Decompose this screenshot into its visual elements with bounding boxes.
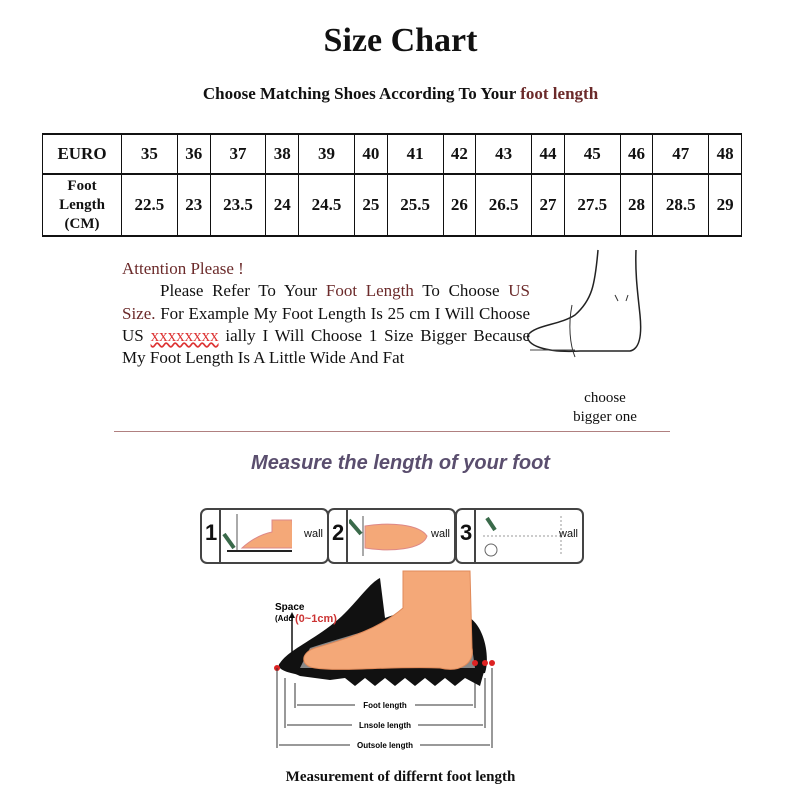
euro-size-cell: 44 (531, 134, 565, 175)
step-3: 3 wall (455, 508, 584, 564)
cm-length-cell: 26 (442, 174, 477, 236)
svg-text:(Add: (Add (275, 614, 293, 623)
cm-length-cell: 24.5 (298, 174, 355, 236)
title: Size Chart (323, 22, 478, 59)
euro-header: EURO (42, 134, 122, 175)
cm-length-cell: 23 (176, 174, 211, 236)
svg-text:Lnsole length: Lnsole length (359, 721, 411, 730)
cm-length-cell: 27.5 (563, 174, 621, 236)
subtitle-highlight: foot length (520, 84, 599, 103)
euro-size-cell: 39 (298, 134, 355, 175)
svg-text:(0~1cm): (0~1cm) (295, 613, 337, 625)
svg-text:Foot length: Foot length (363, 701, 407, 710)
divider (114, 431, 670, 432)
euro-size-cell: 45 (563, 134, 621, 175)
euro-size-cell: 41 (386, 134, 444, 175)
cm-length-cell: 27 (531, 174, 565, 236)
euro-size-cell: 40 (353, 134, 388, 175)
euro-size-cell: 35 (121, 134, 178, 175)
cm-length-cell: 29 (708, 174, 742, 236)
euro-size-cell: 47 (652, 134, 710, 175)
euro-size-cell: 36 (176, 134, 211, 175)
cm-length-cell: 23.5 (209, 174, 267, 236)
cm-length-cell: 22.5 (121, 174, 178, 236)
foot-length-header: Foot Length (CM) (42, 174, 122, 236)
measure-heading: Measure the length of your foot (251, 452, 550, 474)
size-table: EURO 35 36 37 38 39 40 41 42 43 44 45 46 47 48 Foot Len… (42, 133, 742, 237)
euro-size-cell: 37 (209, 134, 267, 175)
shoe-foot-diagram: Space (Add (0~1cm) Foot length Lnsole le… (274, 570, 495, 750)
attention-heading: Attention Please ! (122, 259, 244, 278)
euro-size-cell: 46 (619, 134, 654, 175)
cm-length-cell: 25.5 (386, 174, 444, 236)
svg-text:Space: Space (275, 602, 305, 613)
cm-length-cell: 28.5 (652, 174, 710, 236)
euro-size-cell: 38 (265, 134, 300, 175)
cm-length-cell: 26.5 (475, 174, 533, 236)
foot-sketch-icon (527, 249, 642, 358)
step-2: 2 wall (327, 508, 456, 564)
euro-size-cell: 43 (475, 134, 533, 175)
choose-bigger-note: choose bigger one (573, 390, 637, 425)
svg-text:Outsole length: Outsole length (357, 741, 413, 750)
cm-length-cell: 28 (619, 174, 654, 236)
caption: Measurement of differnt foot length (285, 769, 516, 785)
euro-size-cell: 42 (442, 134, 477, 175)
euro-size-cell: 48 (708, 134, 742, 175)
attention-note: Attention Please ! Please Refer To Your … (122, 259, 531, 368)
euro-row: EURO 35 36 37 38 39 40 41 42 43 44 45 46 47 48 (42, 134, 742, 175)
subtitle: Choose Matching Shoes According To Your … (0, 84, 801, 104)
step-1: 1 wall (200, 508, 329, 564)
cm-row: Foot Length (CM) 22.5 23 23.5 24 24.5 25 25.5 26 26… (42, 174, 742, 236)
cm-length-cell: 24 (265, 174, 300, 236)
cm-length-cell: 25 (353, 174, 388, 236)
subtitle-text: Choose Matching Shoes According To Your (202, 84, 521, 103)
